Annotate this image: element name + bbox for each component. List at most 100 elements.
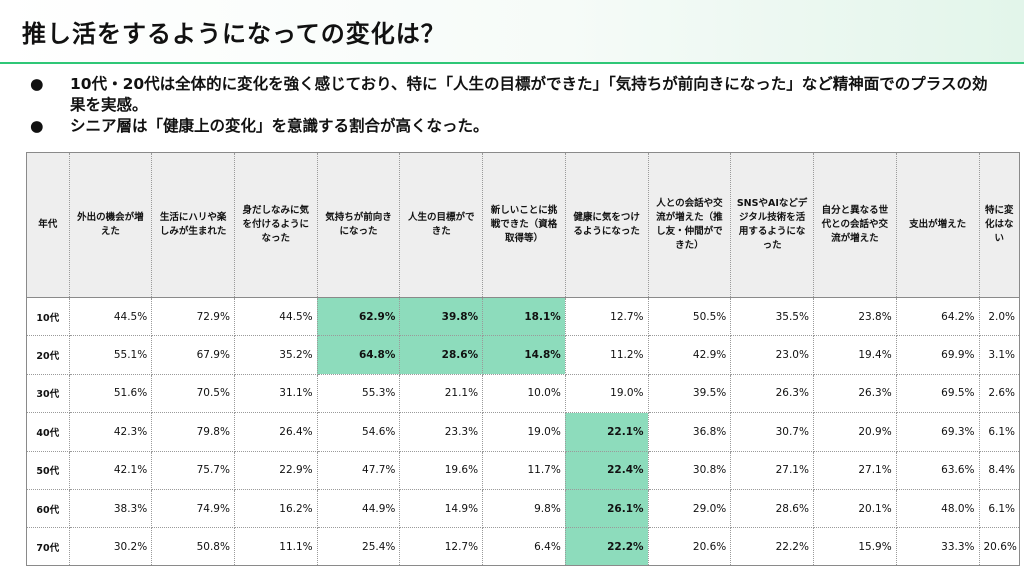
- summary-bullets: ● 10代・20代は全体的に変化を強く感じており、特に「人生の目標ができた」「気…: [30, 74, 990, 137]
- table-row: 30代 51.6% 70.5% 31.1% 55.3% 21.1% 10.0% 19.0% 39…: [27, 374, 1019, 414]
- value-cell: 23.0%: [730, 335, 814, 375]
- results-table-container: 年代 外出の機会が増えた 生活にハリや楽しみが生まれた 身だしなみに気を付けるようにな…: [26, 152, 1020, 566]
- value-cell: 38.3%: [69, 489, 153, 529]
- value-cell: 62.9%: [317, 297, 401, 337]
- value-cell: 74.9%: [151, 489, 235, 529]
- table-row: 20代 55.1% 67.9% 35.2% 64.8% 28.6% 14.8% 11.2% 42…: [27, 335, 1019, 375]
- bullet-text: 10代・20代は全体的に変化を強く感じており、特に「人生の目標ができた」「気持ち…: [70, 75, 988, 114]
- value-cell: 2.6%: [979, 374, 1019, 414]
- value-cell: 39.5%: [648, 374, 732, 414]
- value-cell: 50.5%: [648, 297, 732, 337]
- value-cell: 11.2%: [565, 335, 649, 375]
- bullet-item: ● シニア層は「健康上の変化」を意識する割合が高くなった。: [30, 116, 990, 137]
- value-cell: 6.1%: [979, 412, 1019, 452]
- column-header: 身だしなみに気を付けるようになった: [234, 153, 318, 298]
- value-cell: 67.9%: [151, 335, 235, 375]
- value-cell: 51.6%: [69, 374, 153, 414]
- value-cell: 14.8%: [482, 335, 566, 375]
- value-cell: 69.3%: [896, 412, 980, 452]
- value-cell: 44.5%: [234, 297, 318, 337]
- value-cell: 19.6%: [399, 451, 484, 490]
- value-cell: 31.1%: [234, 374, 318, 414]
- value-cell: 42.9%: [648, 335, 732, 375]
- column-header: 特に変化はない: [979, 153, 1019, 298]
- column-header: 外出の機会が増えた: [69, 153, 153, 298]
- value-cell: 64.2%: [896, 297, 980, 337]
- value-cell: 42.3%: [69, 412, 153, 452]
- column-header: 生活にハリや楽しみが生まれた: [151, 153, 235, 298]
- age-group-cell: 70代: [27, 527, 70, 565]
- table-row: 10代 44.5% 72.9% 44.5% 62.9% 39.8% 18.1% 12.7% 50…: [27, 297, 1019, 337]
- value-cell: 28.6%: [730, 489, 814, 529]
- value-cell: 35.5%: [730, 297, 814, 337]
- results-table: 年代 外出の機会が増えた 生活にハリや楽しみが生まれた 身だしなみに気を付けるようにな…: [27, 153, 1019, 565]
- value-cell: 29.0%: [648, 489, 732, 529]
- column-header: 自分と異なる世代との会話や交流が増えた: [813, 153, 897, 298]
- value-cell: 16.2%: [234, 489, 318, 529]
- value-cell: 44.5%: [69, 297, 153, 337]
- bullet-text: シニア層は「健康上の変化」を意識する割合が高くなった。: [70, 117, 489, 135]
- bullet-item: ● 10代・20代は全体的に変化を強く感じており、特に「人生の目標ができた」「気…: [30, 74, 990, 116]
- age-group-cell: 50代: [27, 451, 70, 490]
- value-cell: 25.4%: [317, 527, 401, 565]
- column-header: 年代: [27, 153, 70, 298]
- value-cell: 19.0%: [565, 374, 649, 414]
- value-cell: 30.2%: [69, 527, 153, 565]
- value-cell: 47.7%: [317, 451, 401, 490]
- value-cell: 30.8%: [648, 451, 732, 490]
- value-cell: 23.8%: [813, 297, 897, 337]
- value-cell: 18.1%: [482, 297, 566, 337]
- value-cell: 22.1%: [565, 412, 649, 452]
- value-cell: 28.6%: [399, 335, 484, 375]
- value-cell: 30.7%: [730, 412, 814, 452]
- value-cell: 19.0%: [482, 412, 566, 452]
- value-cell: 14.9%: [399, 489, 484, 529]
- age-group-cell: 10代: [27, 297, 70, 337]
- age-group-cell: 20代: [27, 335, 70, 375]
- bullet-dot-icon: ●: [30, 117, 44, 135]
- value-cell: 48.0%: [896, 489, 980, 529]
- age-group-cell: 30代: [27, 374, 70, 414]
- value-cell: 36.8%: [648, 412, 732, 452]
- column-header: 人との会話や交流が増えた（推し友・仲間ができた）: [648, 153, 732, 298]
- value-cell: 55.1%: [69, 335, 153, 375]
- value-cell: 26.3%: [813, 374, 897, 414]
- value-cell: 19.4%: [813, 335, 897, 375]
- value-cell: 72.9%: [151, 297, 235, 337]
- value-cell: 20.9%: [813, 412, 897, 452]
- value-cell: 2.0%: [979, 297, 1019, 337]
- value-cell: 79.8%: [151, 412, 235, 452]
- value-cell: 50.8%: [151, 527, 235, 565]
- value-cell: 27.1%: [813, 451, 897, 490]
- value-cell: 20.6%: [648, 527, 732, 565]
- page-title: 推し活をするようになっての変化は？: [22, 20, 446, 48]
- value-cell: 21.1%: [399, 374, 484, 414]
- value-cell: 10.0%: [482, 374, 566, 414]
- value-cell: 26.1%: [565, 489, 649, 529]
- value-cell: 27.1%: [730, 451, 814, 490]
- value-cell: 22.2%: [730, 527, 814, 565]
- column-header: 健康に気をつけるようになった: [565, 153, 649, 298]
- table-header-row: 年代 外出の機会が増えた 生活にハリや楽しみが生まれた 身だしなみに気を付けるようにな…: [27, 153, 1019, 298]
- age-group-cell: 40代: [27, 412, 70, 452]
- value-cell: 22.9%: [234, 451, 318, 490]
- table-body: 10代 44.5% 72.9% 44.5% 62.9% 39.8% 18.1% 12.7% 50…: [27, 297, 1019, 565]
- value-cell: 6.1%: [979, 489, 1019, 529]
- column-header: 支出が増えた: [896, 153, 980, 298]
- column-header: SNSやAIなどデジタル技術を活用するようになった: [730, 153, 814, 298]
- value-cell: 22.4%: [565, 451, 649, 490]
- value-cell: 69.9%: [896, 335, 980, 375]
- value-cell: 69.5%: [896, 374, 980, 414]
- column-header: 新しいことに挑戦できた（資格取得等）: [482, 153, 566, 298]
- value-cell: 44.9%: [317, 489, 401, 529]
- value-cell: 20.1%: [813, 489, 897, 529]
- table-row: 70代 30.2% 50.8% 11.1% 25.4% 12.7% 6.4% 22.2% 20.…: [27, 527, 1019, 565]
- value-cell: 75.7%: [151, 451, 235, 490]
- value-cell: 23.3%: [399, 412, 484, 452]
- value-cell: 20.6%: [983, 540, 1017, 553]
- value-cell: 33.3%: [896, 527, 980, 565]
- table-row: 50代 42.1% 75.7% 22.9% 47.7% 19.6% 11.7% 22.4% 30…: [27, 451, 1019, 490]
- value-cell: 42.1%: [69, 451, 153, 490]
- value-cell: 35.2%: [234, 335, 318, 375]
- column-header: 気持ちが前向きになった: [317, 153, 401, 298]
